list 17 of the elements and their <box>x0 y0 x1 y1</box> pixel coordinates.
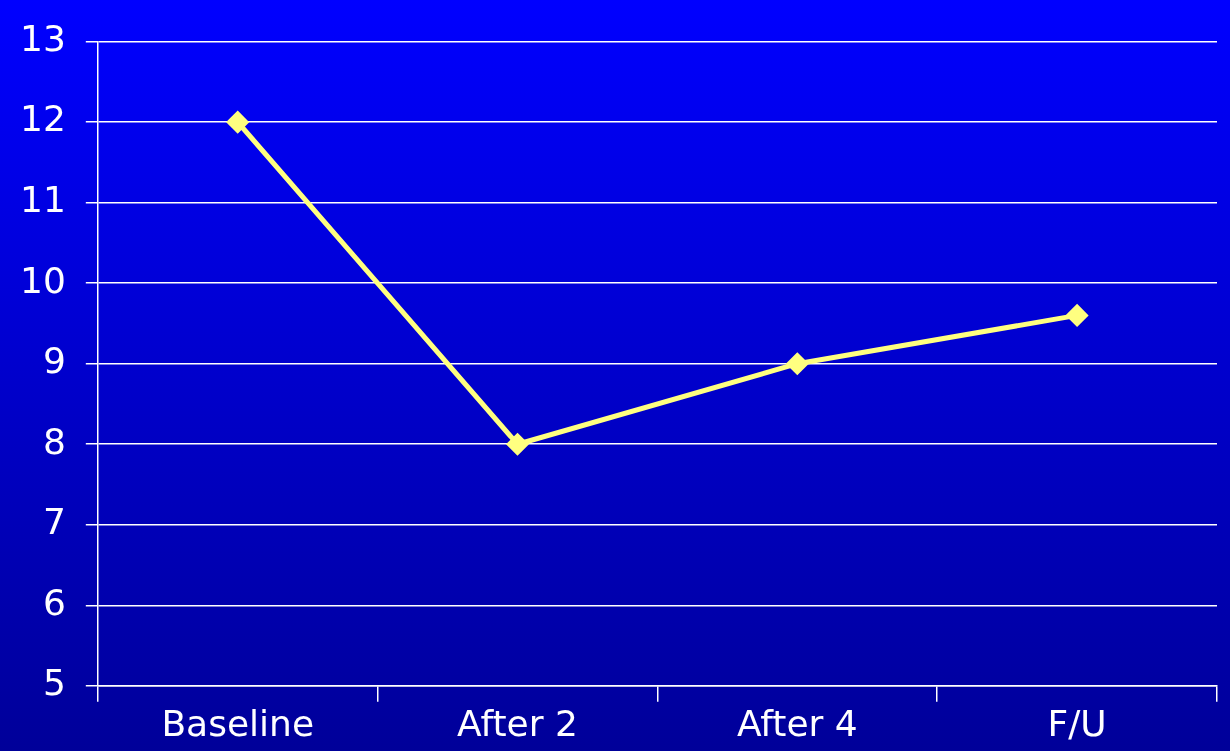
y-tick-label: 8 <box>42 420 66 462</box>
y-tick-label: 13 <box>20 17 66 59</box>
x-tick-label: Baseline <box>161 702 315 744</box>
x-tick-label: F/U <box>1047 702 1107 744</box>
x-tick-label: After 2 <box>457 702 578 744</box>
y-tick-label: 11 <box>20 179 66 221</box>
point <box>507 433 529 455</box>
x-tick-label: After 4 <box>736 702 858 744</box>
y-tick-label: 5 <box>42 662 66 704</box>
y-tick-label: 6 <box>42 581 66 623</box>
point <box>227 111 249 133</box>
y-tick-label: 12 <box>20 98 66 140</box>
point <box>786 353 808 375</box>
point <box>1066 304 1088 326</box>
y-tick-label: 9 <box>42 340 66 382</box>
y-tick-label: 10 <box>20 259 66 301</box>
y-tick-label: 7 <box>42 501 66 543</box>
